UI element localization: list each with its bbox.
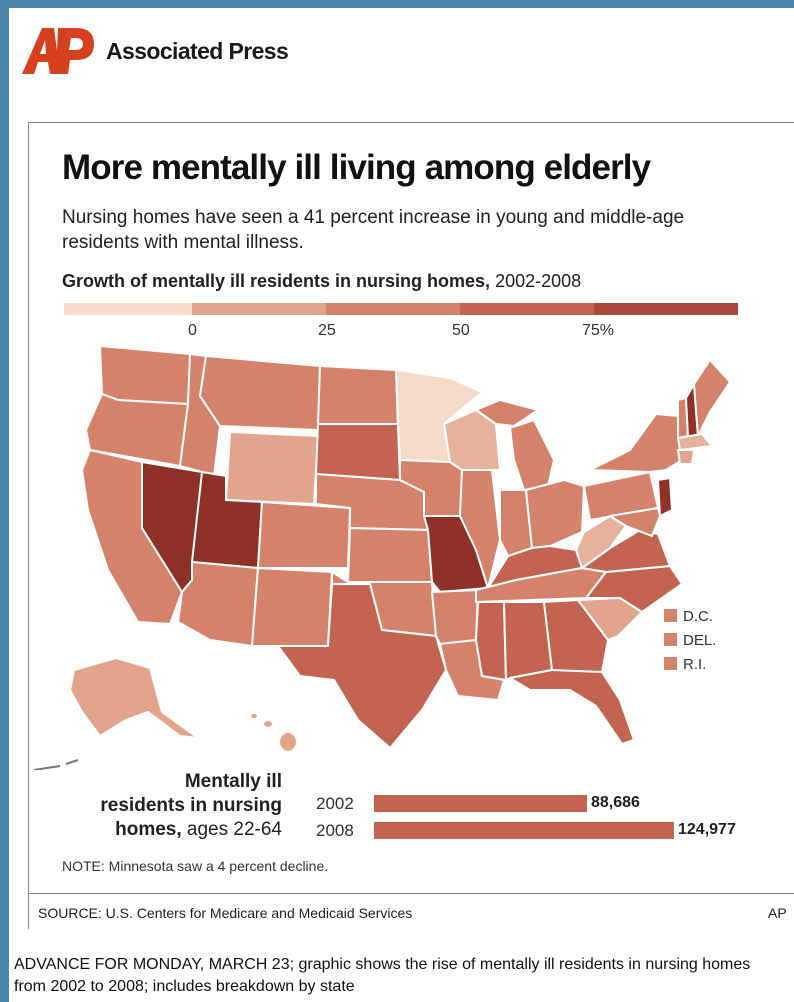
color-scale xyxy=(64,303,738,315)
graphic-title: More mentally ill living among elderly xyxy=(62,148,651,187)
source-divider xyxy=(28,893,794,894)
legend-del-label: DEL. xyxy=(683,632,717,649)
legend-del: DEL. xyxy=(664,632,716,649)
bar-label-line3: homes, ages 22-64 xyxy=(58,818,282,842)
graphic-subtitle: Nursing homes have seen a 41 percent inc… xyxy=(62,207,685,253)
scale-tick-75: 75% xyxy=(582,322,615,339)
state-new-jersey xyxy=(657,477,673,517)
state-washington xyxy=(99,345,191,405)
state-maryland xyxy=(609,507,661,537)
bar-2002 xyxy=(374,795,587,812)
note-text: NOTE: Minnesota saw a 4 percent decline. xyxy=(62,858,329,874)
state-florida xyxy=(509,669,635,745)
state-arkansas xyxy=(431,589,479,645)
state-north-dakota xyxy=(317,365,399,425)
source-text: SOURCE: U.S. Centers for Medicare and Me… xyxy=(38,905,413,921)
state-michigan xyxy=(509,419,555,491)
scale-tick-0: 0 xyxy=(188,322,197,339)
state-mississippi xyxy=(475,601,507,681)
state-colorado xyxy=(257,501,351,569)
bar-label-line3-rest: ages 22-64 xyxy=(181,819,282,840)
scale-bin-3 xyxy=(326,303,460,315)
state-ohio xyxy=(525,479,585,549)
bar-label-line2: residents in nursing xyxy=(100,795,282,816)
state-new-york xyxy=(589,413,683,473)
org-name: Associated Press xyxy=(106,38,289,64)
bar-year-2008: 2008 xyxy=(316,821,354,840)
bar-label-line1: Mentally ill xyxy=(184,771,282,792)
legend-dc-label: D.C. xyxy=(683,608,713,625)
legend-dc: D.C. xyxy=(664,608,713,625)
legend-del-swatch xyxy=(664,633,677,646)
map-title-years: 2002-2008 xyxy=(490,271,582,291)
scale-bin-1 xyxy=(64,303,192,315)
ap-logo xyxy=(22,28,94,74)
bar-year-2002: 2002 xyxy=(316,794,354,813)
legend-dc-swatch xyxy=(664,609,677,622)
scale-tick-25: 25 xyxy=(318,322,336,339)
state-maine xyxy=(693,359,730,437)
bar-chart-label: Mentally ill residents in nursing homes,… xyxy=(58,770,282,842)
ap-credit: AP xyxy=(768,905,787,921)
aleutian-islands xyxy=(33,759,79,770)
state-alaska xyxy=(69,657,199,739)
scale-tick-50: 50 xyxy=(452,322,470,339)
state-new-mexico xyxy=(251,567,333,647)
map-title: Growth of mentally ill residents in nurs… xyxy=(62,271,581,292)
bar-value-2008: 124,977 xyxy=(678,821,736,838)
state-kansas xyxy=(347,527,433,583)
us-map xyxy=(33,345,730,770)
state-michigan-up xyxy=(475,399,539,427)
state-montana xyxy=(199,355,321,431)
state-south-dakota xyxy=(315,423,401,481)
photo-caption: ADVANCE FOR MONDAY, MARCH 23; graphic sh… xyxy=(14,956,751,995)
scale-bin-2 xyxy=(192,303,326,315)
state-massachusetts xyxy=(677,433,713,451)
scale-bin-4 xyxy=(460,303,594,315)
state-connecticut xyxy=(677,449,695,465)
legend-ri-swatch xyxy=(664,657,677,670)
state-hawaii xyxy=(249,712,298,753)
bar-label-line3-bold: homes, xyxy=(115,819,182,840)
map-title-bold: Growth of mentally ill residents in nurs… xyxy=(62,271,491,291)
legend-ri-label: R.I. xyxy=(683,656,707,673)
bar-2008 xyxy=(374,822,674,839)
scale-bin-5 xyxy=(594,303,738,315)
legend-ri: R.I. xyxy=(664,656,706,673)
bar-value-2002: 88,686 xyxy=(591,794,640,811)
state-texas xyxy=(277,583,447,749)
graphic-panel xyxy=(28,122,794,929)
state-wyoming xyxy=(225,431,319,505)
